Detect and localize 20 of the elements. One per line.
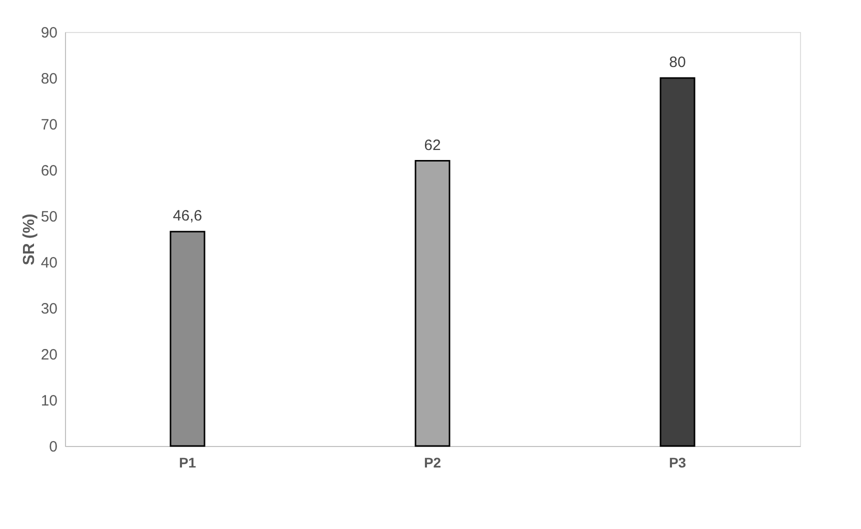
y-tick-label: 90 xyxy=(40,24,58,42)
y-axis-title: SR (%) xyxy=(20,214,38,266)
y-tick-label: 80 xyxy=(40,70,58,88)
x-tick-label: P3 xyxy=(668,454,686,470)
bar xyxy=(414,160,450,447)
y-tick-label: 60 xyxy=(40,162,58,180)
y-tick-label: 30 xyxy=(40,300,58,318)
y-tick-label: 20 xyxy=(40,346,58,364)
y-tick-label: 40 xyxy=(40,254,58,272)
bar xyxy=(170,230,206,447)
data-label: 80 xyxy=(669,54,686,71)
y-tick-label: 0 xyxy=(49,438,58,456)
y-tick-label: 50 xyxy=(40,208,58,226)
data-label: 46,6 xyxy=(172,208,202,225)
data-label: 62 xyxy=(424,136,441,154)
y-tick-label: 70 xyxy=(40,116,58,134)
x-tick-label: P2 xyxy=(424,454,442,470)
bar xyxy=(660,77,696,447)
x-tick-label: P1 xyxy=(178,454,196,470)
y-tick-label: 10 xyxy=(40,392,58,410)
